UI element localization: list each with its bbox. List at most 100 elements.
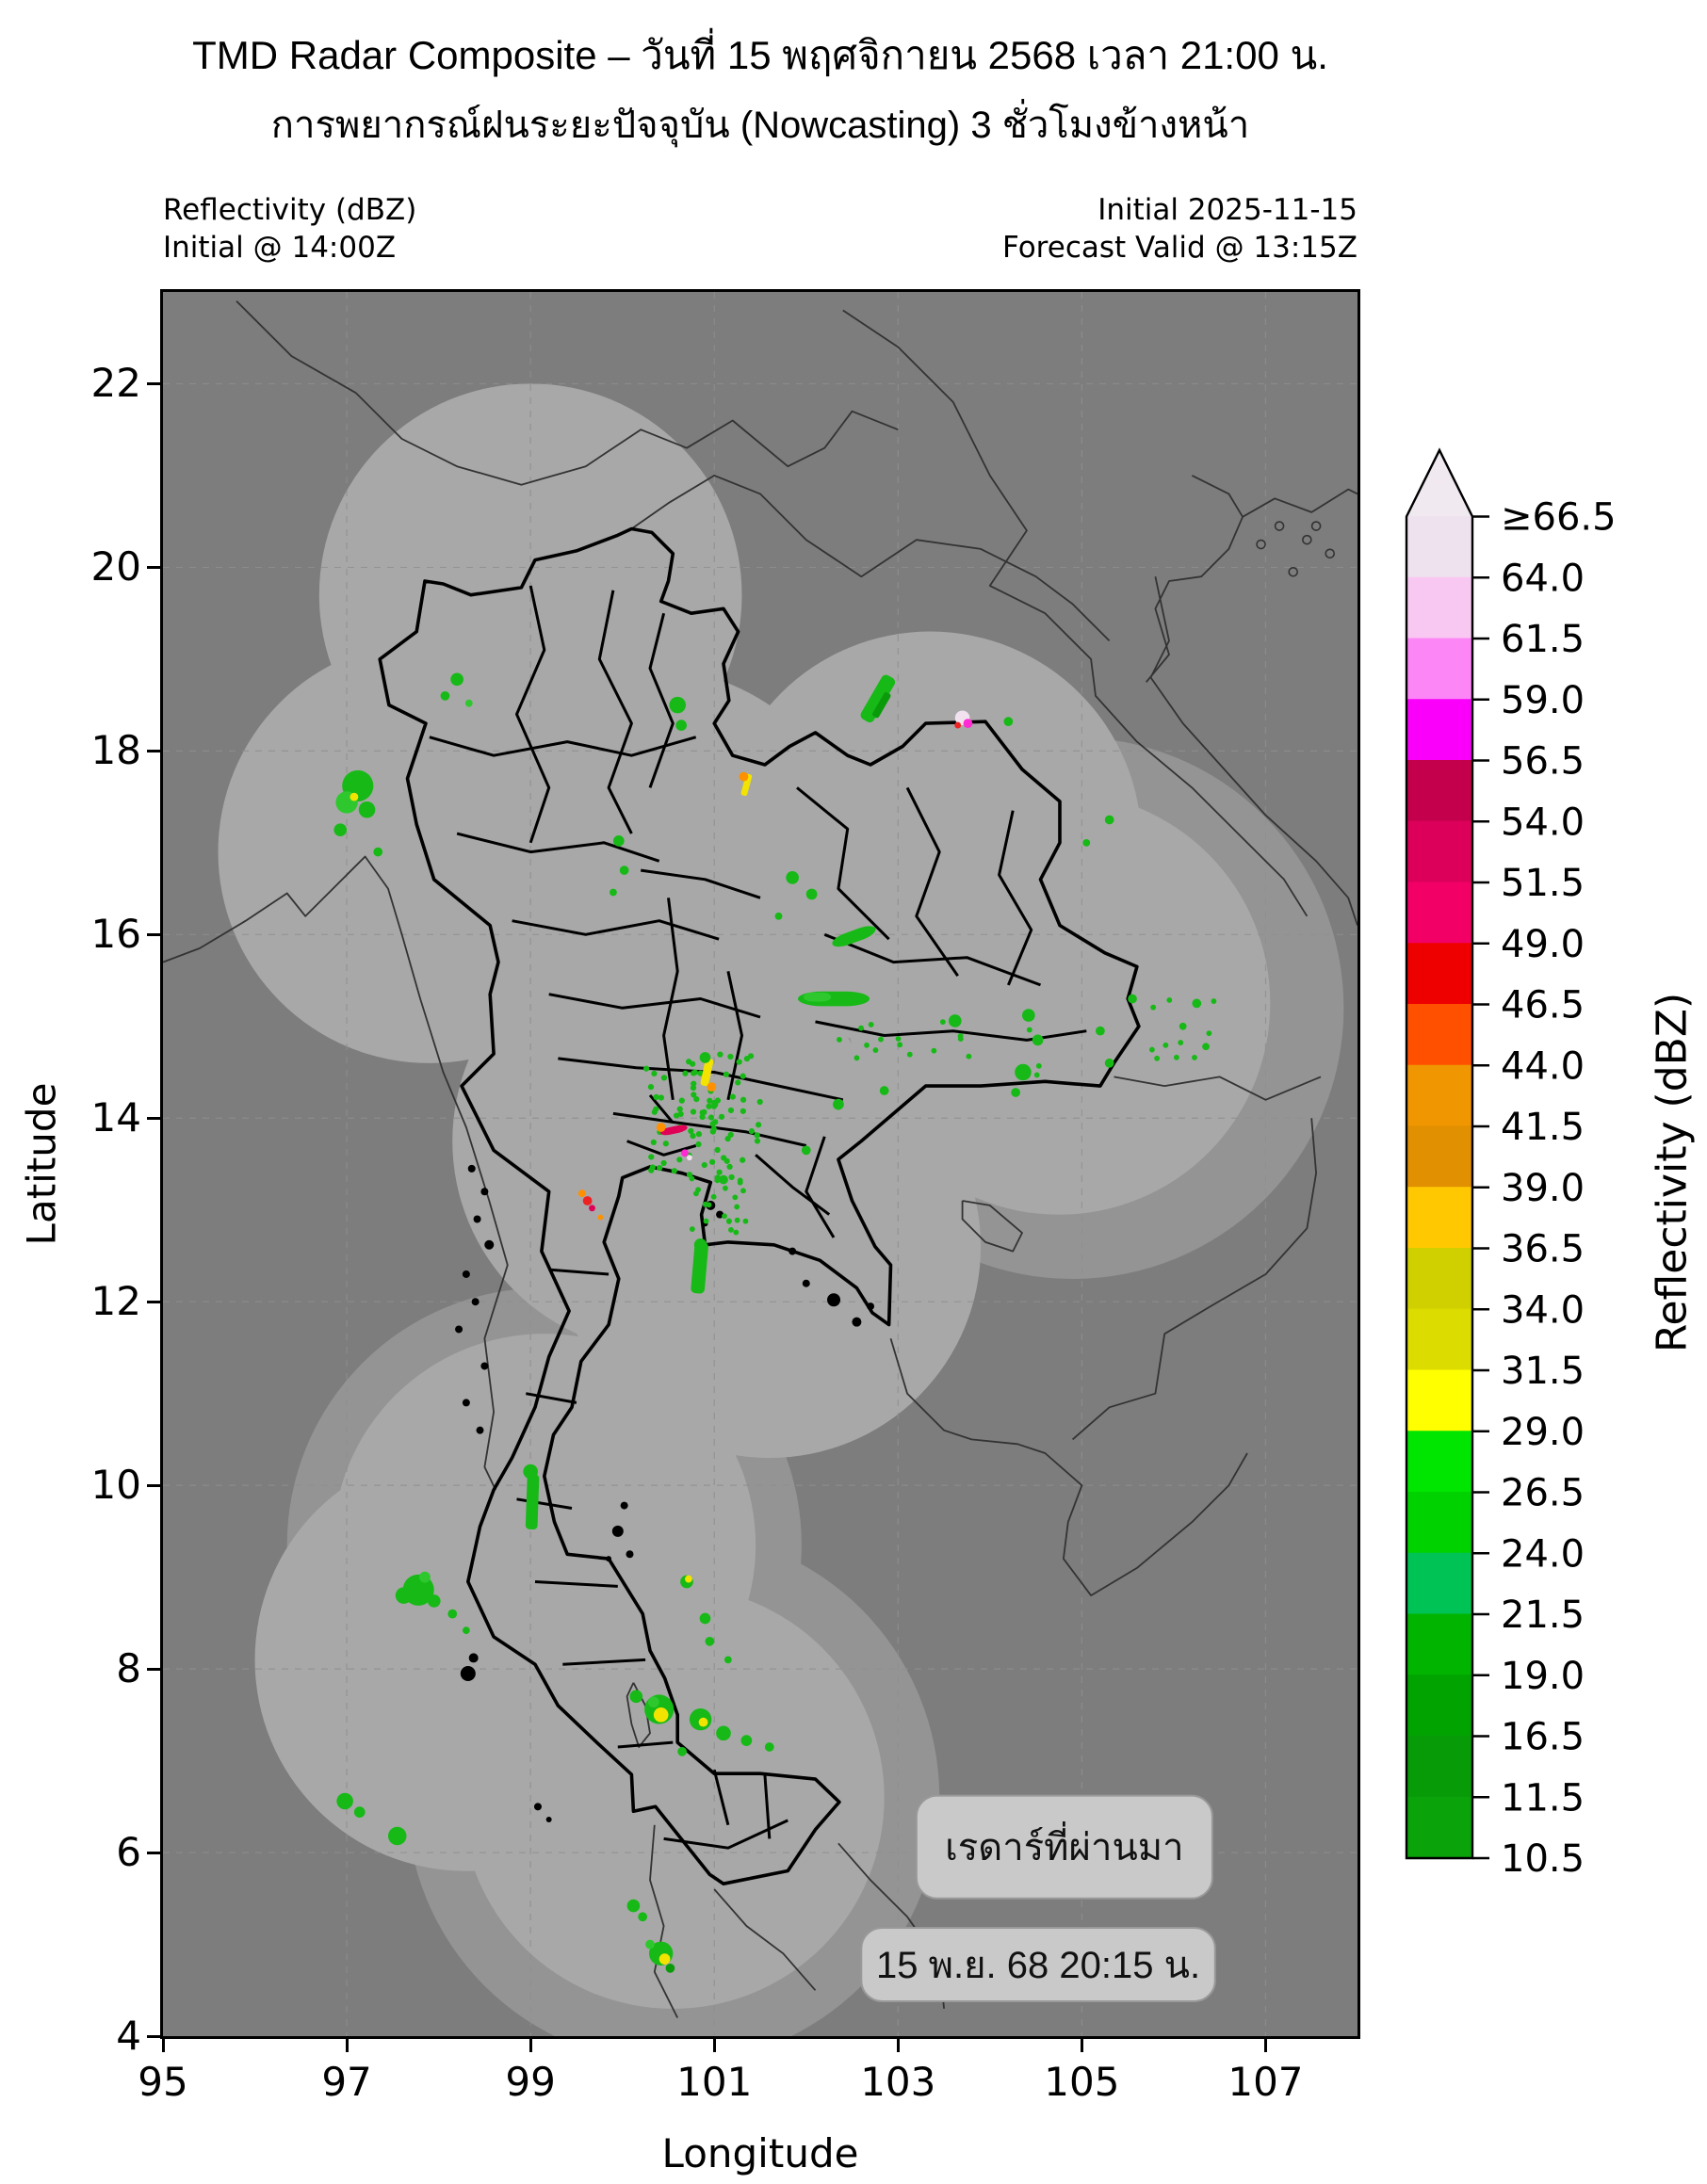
radar-coverage-circle — [462, 1586, 885, 2009]
y-tick-mark — [147, 1116, 160, 1120]
overlay-box-label-radar-past: เรดาร์ที่ผ่านมา — [945, 1821, 1184, 1869]
header-left: Reflectivity (dBZ) Initial @ 14:00Z — [163, 191, 416, 267]
colorbar-tick-label: 64.0 — [1501, 557, 1585, 600]
colorbar-segment — [1406, 1552, 1472, 1615]
colorbar-segment — [1406, 576, 1472, 639]
colorbar-segment — [1406, 699, 1472, 761]
y-tick-mark — [147, 1483, 160, 1487]
colorbar-segment — [1406, 1308, 1472, 1371]
colorbar-tick-label: 11.5 — [1501, 1776, 1585, 1820]
y-tick-mark — [147, 1851, 160, 1854]
colorbar-segment — [1406, 1796, 1472, 1859]
radar-echoes — [333, 672, 1217, 1973]
colorbar-tick-label: 16.5 — [1501, 1716, 1585, 1759]
colorbar-extend-arrow — [1406, 450, 1472, 517]
colorbar-tick-label: 34.0 — [1501, 1288, 1585, 1332]
neighbor-country-borders — [163, 300, 1357, 2018]
header-initial-date: Initial 2025-11-15 — [1097, 193, 1357, 227]
x-tick-mark — [1263, 2039, 1267, 2052]
colorbar-tick-label: 10.5 — [1501, 1837, 1585, 1881]
y-tick-label-22: 22 — [90, 360, 141, 407]
x-tick-label-103: 103 — [860, 2059, 936, 2105]
radar-map: เรดาร์ที่ผ่านมา 15 พ.ย. 68 20:15 น. — [163, 292, 1357, 2036]
radar-coverage-circle — [558, 1035, 982, 1459]
y-tick-label-14: 14 — [90, 1094, 141, 1141]
colorbar-segment — [1406, 1064, 1472, 1127]
y-tick-label-10: 10 — [90, 1462, 141, 1509]
colorbar-tick-label: 56.5 — [1501, 740, 1585, 784]
colorbar: ≥66.5 64.0 61.5 59.0 56.5 54.0 51.5 49.0 46.5 44.… — [1405, 447, 1617, 1881]
x-tick-label-107: 107 — [1227, 2059, 1304, 2105]
colorbar-tick-label: 54.0 — [1501, 801, 1585, 844]
radar-coverage-circle — [847, 792, 1271, 1215]
y-tick-mark — [147, 381, 160, 385]
thailand-outline — [378, 526, 1141, 1885]
overlay-box-radar-past — [915, 1794, 1213, 1900]
page-title: TMD Radar Composite – วันที่ 15 พฤศจิกาย… — [192, 33, 1328, 77]
y-tick-label-12: 12 — [90, 1278, 141, 1325]
x-tick-label-101: 101 — [676, 2059, 753, 2105]
header-forecast-valid: Forecast Valid @ 13:15Z — [1001, 231, 1357, 265]
y-tick-label-6: 6 — [116, 1829, 141, 1876]
overlay-box-label-timestamp: 15 พ.ย. 68 20:15 น. — [876, 1945, 1200, 1986]
x-tick-label-105: 105 — [1044, 2059, 1120, 2105]
colorbar-segment — [1406, 1004, 1472, 1066]
header-reflectivity-label: Reflectivity (dBZ) — [163, 193, 417, 227]
grid-lines — [163, 292, 1357, 2036]
y-tick-label-16: 16 — [90, 911, 141, 958]
colorbar-tick-label: 51.5 — [1501, 862, 1585, 905]
colorbar-segment — [1406, 1187, 1472, 1249]
map-plot-area: เรดาร์ที่ผ่านมา 15 พ.ย. 68 20:15 น. — [160, 289, 1360, 2039]
y-tick-label-8: 8 — [116, 1645, 141, 1692]
colorbar-segment — [1406, 820, 1472, 883]
x-tick-label-97: 97 — [321, 2059, 372, 2105]
province-borders — [429, 585, 1087, 1850]
header-initial-time: Initial @ 14:00Z — [163, 231, 397, 265]
colorbar-tick-label: 41.5 — [1501, 1106, 1585, 1149]
colorbar-tick-label: 59.0 — [1501, 679, 1585, 722]
y-tick-label-20: 20 — [90, 543, 141, 590]
colorbar-tick-label: 29.0 — [1501, 1411, 1585, 1454]
colorbar-tick-label: 21.5 — [1501, 1594, 1585, 1637]
y-axis-title: Latitude — [18, 1082, 65, 1246]
y-tick-label-18: 18 — [90, 727, 141, 774]
colorbar-segment — [1406, 516, 1472, 578]
colorbar-tick-label: 49.0 — [1501, 923, 1585, 966]
x-tick-label-95: 95 — [138, 2059, 188, 2105]
page-subtitle: การพยากรณ์ฝนระยะปัจจุบัน (Nowcasting) 3 … — [270, 105, 1250, 146]
x-axis-title: Longitude — [661, 2130, 859, 2176]
colorbar-segment — [1406, 1674, 1472, 1737]
x-tick-mark — [896, 2039, 900, 2052]
y-tick-mark — [147, 1667, 160, 1671]
colorbar-tick-label: 39.0 — [1501, 1167, 1585, 1210]
colorbar-tick-label: 26.5 — [1501, 1472, 1585, 1515]
colorbar-tick-label: 31.5 — [1501, 1350, 1585, 1393]
colorbar-tick-label: 36.5 — [1501, 1228, 1585, 1271]
colorbar-tick-label: 24.0 — [1501, 1532, 1585, 1576]
colorbar-segment — [1406, 1369, 1472, 1432]
x-tick-mark — [1080, 2039, 1083, 2052]
colorbar-tick-label: 44.0 — [1501, 1044, 1585, 1088]
colorbar-segment — [1406, 1125, 1472, 1189]
colorbar-tick-label: ≥66.5 — [1501, 496, 1617, 540]
x-tick-mark — [161, 2039, 165, 2052]
y-tick-mark — [147, 2034, 160, 2038]
colorbar-tick-label: 46.5 — [1501, 984, 1585, 1027]
colorbar-segment — [1406, 943, 1472, 1005]
x-tick-mark — [345, 2039, 349, 2052]
colorbar-segment — [1406, 1736, 1472, 1798]
colorbar-segment — [1406, 1613, 1472, 1676]
y-tick-mark — [147, 1300, 160, 1303]
colorbar-segment — [1406, 760, 1472, 822]
colorbar-tick-label: 61.5 — [1501, 618, 1585, 661]
colorbar-segment — [1406, 1492, 1472, 1554]
colorbar-title: Reflectivity (dBZ) — [1648, 992, 1697, 1353]
x-tick-mark — [712, 2039, 716, 2052]
colorbar-segment — [1406, 1248, 1472, 1310]
colorbar-segment — [1406, 882, 1472, 945]
y-tick-label-4: 4 — [116, 2013, 141, 2059]
y-tick-mark — [147, 932, 160, 936]
header-right: Initial 2025-11-15 Forecast Valid @ 13:1… — [848, 191, 1357, 267]
x-tick-label-99: 99 — [505, 2059, 556, 2105]
